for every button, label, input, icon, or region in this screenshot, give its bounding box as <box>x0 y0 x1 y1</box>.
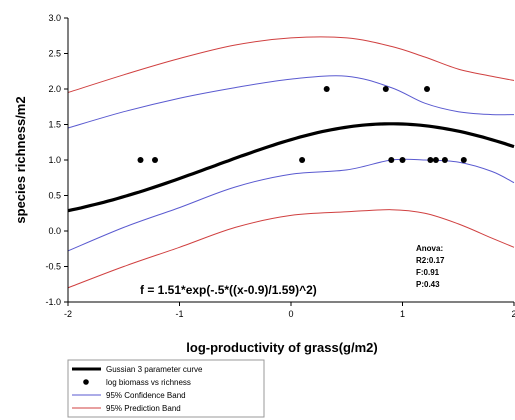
band-lines <box>67 36 515 289</box>
y-tick-label: -0.5 <box>45 262 61 272</box>
fit-equation: f = 1.51*exp(-.5*((x-0.9)/1.59)^2) <box>140 283 317 297</box>
confidence-band-upper <box>67 75 515 129</box>
y-tick-layer: -1.0 -0.5 0.0 0.5 1.0 1.5 2.0 2.5 3.0 <box>45 13 68 307</box>
fit-curve <box>67 122 515 213</box>
data-point <box>460 157 467 163</box>
data-point <box>399 157 406 163</box>
confidence-band-lower <box>67 158 515 252</box>
y-tick-label: -1.0 <box>45 297 61 307</box>
x-tick-label: -2 <box>64 309 72 319</box>
y-tick-label: 2.0 <box>48 84 61 94</box>
y-tick-label: 3.0 <box>48 13 61 23</box>
prediction-band-upper <box>67 36 515 93</box>
anova-f: F:0.91 <box>416 268 440 277</box>
anova-p: P:0.43 <box>416 280 440 289</box>
data-point <box>137 157 144 163</box>
x-tick-label: 1 <box>400 309 405 319</box>
fit-curve-layer <box>67 122 515 213</box>
y-tick-label: 2.5 <box>48 49 61 59</box>
data-point <box>432 157 439 163</box>
legend-label-fit: Gussian 3 parameter curve <box>106 365 203 374</box>
data-point <box>424 86 430 92</box>
data-point <box>152 157 158 163</box>
x-axis-title: log-productivity of grass(g/m2) <box>186 340 377 355</box>
data-point <box>388 157 395 163</box>
data-point <box>382 86 389 92</box>
prediction-band-lower <box>67 209 515 289</box>
legend: Gussian 3 parameter curve log biomass vs… <box>67 359 265 418</box>
y-tick-label: 1.0 <box>48 155 61 165</box>
y-tick-label: 0.0 <box>48 226 61 236</box>
legend-swatch-points <box>83 379 89 385</box>
anova-stats: Anova: R2:0.17 F:0.91 P:0.43 <box>416 244 445 289</box>
y-tick-label: 1.5 <box>48 120 61 130</box>
y-axis-title: species richness/m2 <box>13 96 28 223</box>
x-tick-label: 2 <box>511 309 515 319</box>
data-point <box>323 86 330 92</box>
x-tick-label: -1 <box>175 309 183 319</box>
data-points <box>137 86 467 163</box>
legend-label-points: log biomass vs richness <box>106 378 191 387</box>
data-point <box>441 157 448 163</box>
anova-title: Anova: <box>416 244 443 253</box>
y-tick-label: 0.5 <box>48 191 61 201</box>
x-tick-label: 0 <box>288 309 293 319</box>
legend-label-prediction: 95% Prediction Band <box>106 404 181 413</box>
legend-label-confidence: 95% Confidence Band <box>106 391 186 400</box>
data-point <box>427 157 434 163</box>
anova-r2: R2:0.17 <box>416 256 445 265</box>
data-point <box>299 157 306 163</box>
x-tick-layer: -2 -1 0 1 2 <box>64 302 515 319</box>
